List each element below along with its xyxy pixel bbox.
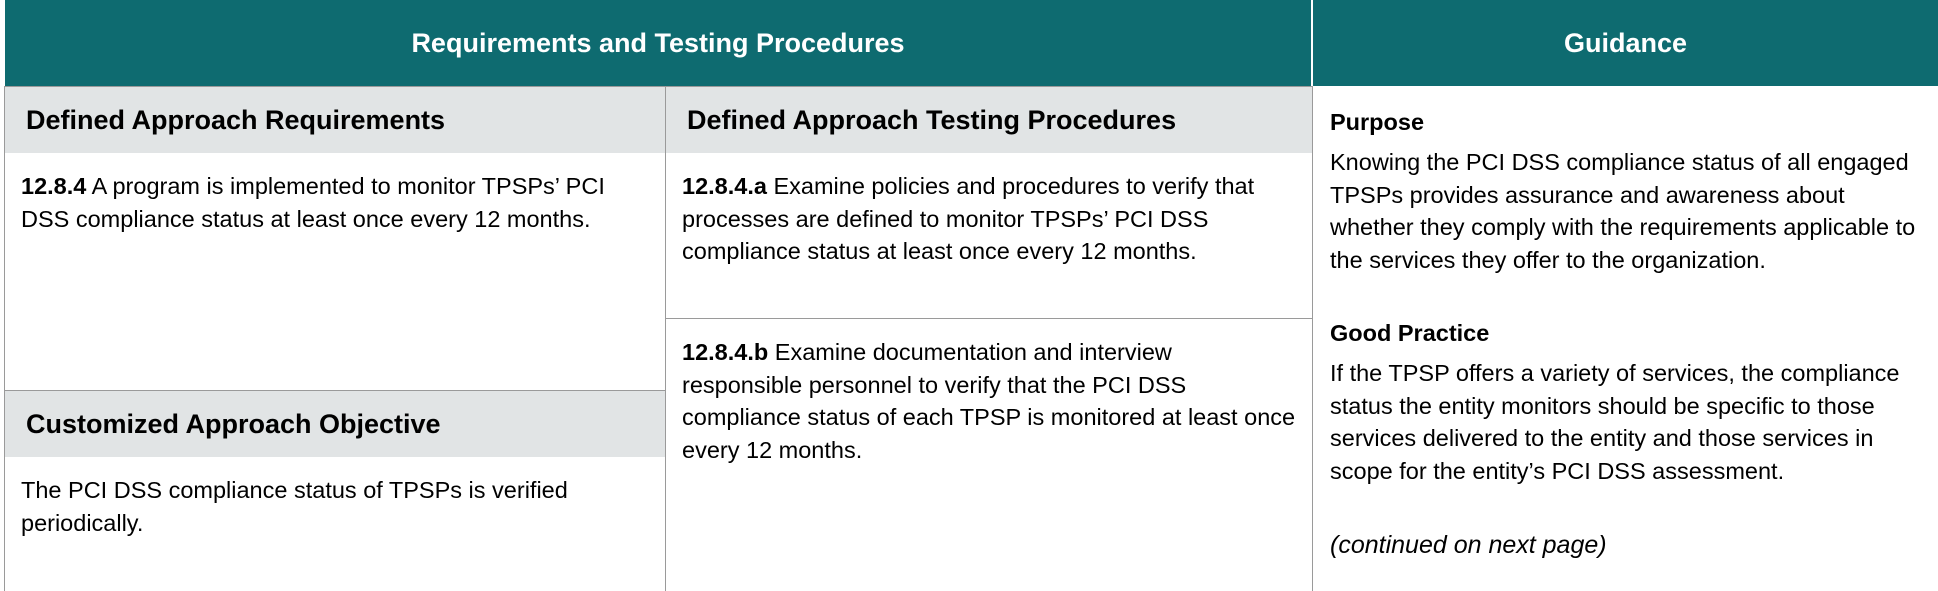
purpose-text: Knowing the PCI DSS compliance status of… xyxy=(1330,149,1916,273)
testing-a-text: Examine policies and procedures to verif… xyxy=(682,173,1255,264)
testing-procedure-a: 12.8.4.a Examine policies and procedures… xyxy=(682,170,1294,268)
requirements-column-header: Defined Approach Requirements xyxy=(5,87,665,153)
header-right-title: Guidance xyxy=(1563,27,1688,58)
header-left-title: Requirements and Testing Procedures xyxy=(411,27,905,58)
requirement-id: 12.8.4 xyxy=(21,173,87,199)
column-divider-2 xyxy=(1312,86,1313,591)
testing-row-divider xyxy=(665,318,1312,319)
header-guidance: Guidance xyxy=(1313,0,1938,86)
requirement-text: A program is implemented to monitor TPSP… xyxy=(21,173,605,232)
requirements-column-title: Defined Approach Requirements xyxy=(26,104,446,135)
customized-approach-header: Customized Approach Objective xyxy=(5,391,665,457)
testing-b-id: 12.8.4.b xyxy=(682,339,769,365)
header-bottom-line xyxy=(4,86,1313,87)
customized-text: The PCI DSS compliance status of TPSPs i… xyxy=(21,477,568,536)
customized-approach-title: Customized Approach Objective xyxy=(26,408,441,439)
testing-column-title: Defined Approach Testing Procedures xyxy=(687,104,1177,135)
customized-top-line xyxy=(4,390,665,391)
testing-column-header: Defined Approach Testing Procedures xyxy=(666,87,1312,153)
good-practice-text: If the TPSP offers a variety of services… xyxy=(1330,360,1900,484)
good-practice-heading: Good Practice xyxy=(1330,320,1490,346)
testing-a-id: 12.8.4.a xyxy=(682,173,767,199)
requirement-cell: 12.8.4 A program is implemented to monit… xyxy=(21,170,641,235)
header-divider xyxy=(1311,0,1313,86)
column-divider-1 xyxy=(665,86,666,591)
testing-b-text: Examine documentation and interview resp… xyxy=(682,339,1296,463)
testing-procedure-b: 12.8.4.b Examine documentation and inter… xyxy=(682,336,1297,466)
customized-approach-text: The PCI DSS compliance status of TPSPs i… xyxy=(21,474,641,539)
left-border xyxy=(4,86,5,591)
continued-note: (continued on next page) xyxy=(1330,531,1607,559)
purpose-heading: Purpose xyxy=(1330,109,1425,135)
header-requirements-and-testing: Requirements and Testing Procedures xyxy=(5,0,1311,86)
